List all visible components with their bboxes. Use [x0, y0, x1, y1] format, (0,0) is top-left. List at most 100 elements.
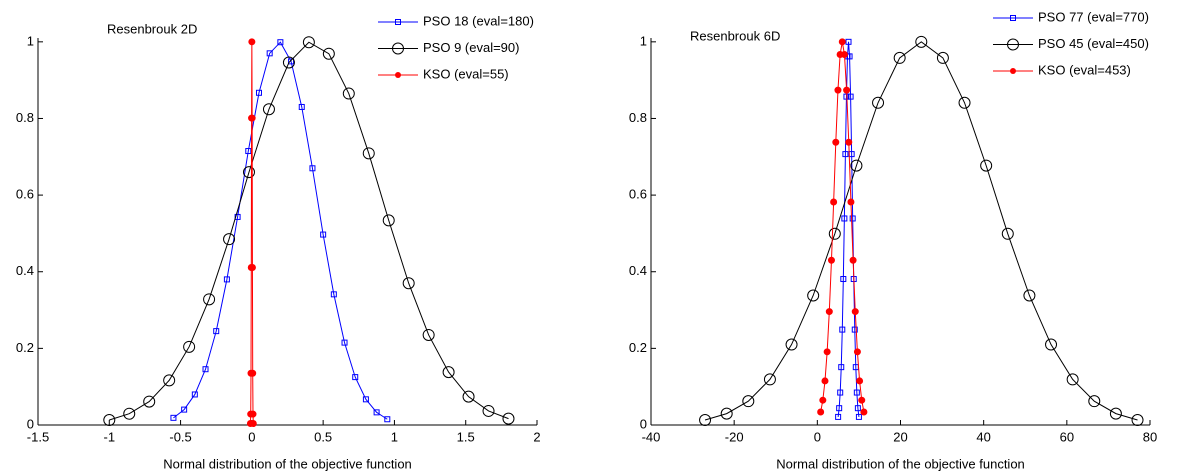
marker	[785, 338, 798, 351]
x-tick-label: 0.5	[314, 429, 332, 444]
x-axis-label: Normal distribution of the objective fun…	[776, 456, 1025, 471]
legend-label: KSO (eval=55)	[423, 66, 509, 81]
marker	[402, 277, 415, 290]
marker	[850, 159, 863, 172]
series	[246, 38, 257, 428]
legend-label: KSO (eval=453)	[1038, 62, 1131, 77]
series	[170, 39, 391, 423]
marker	[849, 215, 856, 222]
marker	[817, 408, 825, 416]
marker	[202, 366, 209, 373]
marker	[245, 148, 252, 155]
marker	[825, 308, 833, 316]
marker	[821, 377, 829, 385]
marker	[860, 408, 868, 416]
marker	[352, 374, 359, 381]
marker	[373, 409, 380, 416]
series-line	[173, 41, 388, 420]
marker	[858, 396, 866, 404]
marker	[249, 420, 257, 428]
marker	[853, 389, 860, 396]
marker	[839, 326, 846, 333]
marker	[266, 50, 273, 57]
legend-entry: PSO 77 (eval=770)	[993, 9, 1149, 24]
marker	[362, 147, 375, 160]
marker	[341, 339, 348, 346]
x-tick-label: -20	[725, 429, 744, 444]
marker	[720, 407, 733, 420]
chart-title: Resenbrouk 2D	[107, 21, 197, 36]
legend-marker	[1010, 68, 1016, 74]
x-tick-label: 60	[1060, 429, 1074, 444]
marker	[847, 198, 855, 206]
marker	[837, 389, 844, 396]
marker	[842, 151, 849, 158]
marker	[320, 231, 327, 238]
marker	[203, 293, 216, 306]
marker	[763, 373, 776, 386]
marker	[841, 215, 848, 222]
y-tick-label: 0.4	[16, 263, 34, 278]
y-tick-label: 0.8	[629, 110, 647, 125]
marker	[1088, 395, 1101, 408]
marker	[255, 89, 262, 96]
marker	[302, 36, 315, 49]
y-tick-label: 0	[27, 416, 34, 431]
marker	[248, 264, 256, 272]
marker	[243, 166, 256, 179]
marker	[249, 369, 257, 377]
marker	[123, 407, 136, 420]
marker	[872, 96, 885, 109]
legend-marker	[392, 42, 404, 55]
marker	[342, 87, 355, 100]
series	[817, 38, 868, 416]
x-tick-label: 2	[533, 429, 540, 444]
marker	[856, 377, 864, 385]
marker	[288, 58, 295, 65]
x-tick-label: -0.5	[169, 429, 191, 444]
marker	[462, 390, 475, 403]
y-tick-label: 0.8	[16, 110, 34, 125]
series-line	[820, 41, 865, 413]
marker	[482, 404, 495, 417]
marker	[915, 35, 928, 48]
marker	[298, 103, 305, 110]
marker	[1066, 373, 1079, 386]
marker	[1109, 407, 1122, 420]
marker	[277, 39, 284, 46]
marker	[223, 233, 236, 246]
marker	[309, 165, 316, 172]
x-tick-label: -1.5	[27, 429, 49, 444]
marker	[742, 395, 755, 408]
marker	[807, 289, 820, 302]
y-tick-label: 1	[27, 33, 34, 48]
marker	[836, 405, 843, 412]
marker	[849, 256, 857, 264]
marker	[1001, 227, 1014, 240]
marker	[223, 276, 230, 283]
marker	[234, 213, 241, 220]
marker	[382, 214, 395, 227]
marker	[854, 405, 861, 412]
legend-label: PSO 9 (eval=90)	[423, 40, 519, 55]
x-tick-label: 0	[248, 429, 255, 444]
marker	[163, 374, 176, 387]
marker	[248, 114, 256, 122]
x-tick-label: -40	[642, 429, 661, 444]
marker	[330, 291, 337, 298]
marker	[834, 86, 842, 94]
marker	[442, 366, 455, 379]
marker	[838, 38, 846, 46]
marker	[851, 308, 859, 316]
legend-label: PSO 18 (eval=180)	[423, 13, 534, 28]
marker	[980, 159, 993, 172]
marker	[840, 50, 848, 58]
legend-entry: PSO 45 (eval=450)	[993, 36, 1149, 51]
marker	[823, 348, 831, 356]
marker	[422, 328, 435, 341]
marker	[845, 138, 853, 146]
series	[835, 38, 862, 420]
marker	[835, 413, 842, 420]
legend-marker	[395, 72, 401, 78]
